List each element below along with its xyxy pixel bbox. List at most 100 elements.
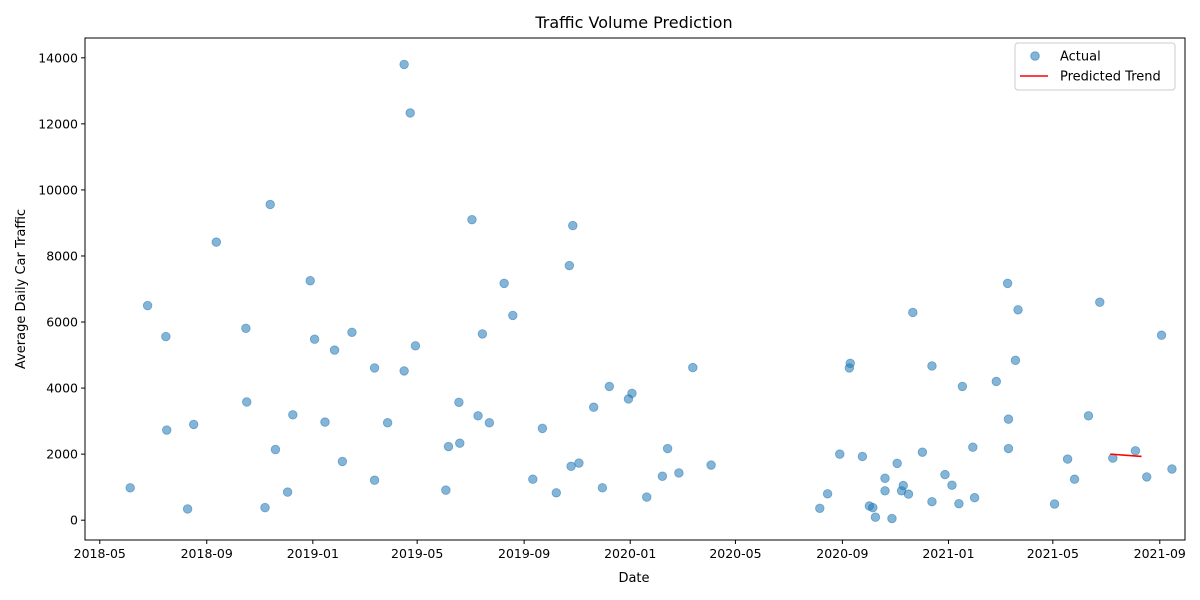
data-point — [551, 488, 562, 498]
data-point — [399, 366, 409, 376]
data-point — [1167, 464, 1177, 474]
x-tick-label: 2020-09 — [816, 546, 868, 561]
legend-marker-actual — [1030, 51, 1040, 61]
data-point — [125, 483, 135, 493]
data-point — [405, 108, 415, 118]
data-point — [1083, 411, 1094, 421]
x-tick-label: 2020-05 — [709, 546, 761, 561]
data-point — [162, 425, 172, 435]
data-point — [1003, 443, 1014, 454]
data-point — [845, 358, 855, 369]
data-point — [161, 331, 171, 342]
y-axis-title: Average Daily Car Traffic — [14, 209, 29, 369]
data-point — [441, 485, 451, 495]
data-point — [887, 513, 897, 524]
data-point — [142, 300, 153, 311]
y-tick-label: 2000 — [46, 447, 78, 462]
data-point — [305, 276, 315, 286]
data-point — [903, 489, 914, 499]
data-point — [566, 461, 576, 472]
data-point — [242, 397, 252, 407]
chart-title: Traffic Volume Prediction — [534, 13, 732, 32]
x-tick-label: 2021-01 — [922, 546, 974, 561]
data-point — [1130, 446, 1141, 456]
data-point — [857, 451, 868, 462]
legend-label: Predicted Trend — [1060, 70, 1161, 85]
y-tick-label: 8000 — [46, 248, 78, 263]
data-point — [917, 447, 928, 457]
data-point — [211, 237, 222, 247]
data-point — [954, 498, 964, 509]
data-point — [947, 480, 957, 490]
y-tick-label: 4000 — [46, 381, 78, 396]
data-point — [880, 486, 890, 496]
data-point — [564, 260, 575, 271]
data-point — [1002, 278, 1013, 289]
plot-area: 2018-05 2018-09 2019-01 2019-05 2019-09 2020-… — [38, 37, 1186, 561]
data-point — [657, 471, 668, 481]
data-point — [1095, 297, 1105, 307]
data-point — [706, 460, 716, 470]
data-point — [1010, 355, 1021, 366]
data-point — [588, 402, 599, 412]
data-point — [1049, 499, 1060, 509]
data-point — [182, 504, 193, 514]
y-tick-label: 10000 — [38, 182, 78, 197]
data-point — [473, 411, 483, 421]
data-point — [369, 363, 380, 373]
x-tick-label: 2018-09 — [181, 546, 233, 561]
data-point — [940, 469, 950, 480]
data-point — [1013, 305, 1023, 315]
data-point — [908, 307, 918, 318]
data-point — [880, 473, 890, 483]
data-point — [499, 278, 509, 289]
data-point — [968, 442, 978, 452]
data-point — [1156, 330, 1167, 340]
data-point — [662, 443, 673, 454]
x-axis-title: Date — [618, 571, 649, 586]
data-point — [927, 361, 937, 371]
data-point — [329, 345, 340, 355]
data-point — [382, 418, 393, 428]
x-tick-label: 2019-01 — [287, 546, 339, 561]
data-point — [957, 381, 968, 392]
data-point — [288, 410, 298, 420]
data-point — [991, 376, 1002, 387]
data-point — [835, 449, 845, 459]
data-point — [484, 418, 495, 428]
data-point — [454, 397, 464, 407]
data-point — [309, 334, 320, 344]
data-point — [455, 438, 465, 448]
data-point — [477, 329, 488, 339]
data-point — [443, 441, 454, 452]
data-point — [1003, 414, 1014, 424]
data-point — [815, 503, 825, 513]
data-point — [868, 502, 878, 513]
data-point — [537, 423, 548, 434]
data-point — [969, 493, 980, 503]
data-point — [927, 496, 937, 507]
data-point — [822, 489, 833, 499]
data-point — [574, 458, 584, 468]
data-point — [688, 362, 698, 373]
data-point — [1062, 454, 1073, 464]
data-point — [188, 419, 199, 430]
data-point — [1142, 472, 1152, 482]
data-point — [870, 512, 881, 522]
y-tick-label: 0 — [70, 513, 78, 528]
x-tick-label: 2021-09 — [1134, 546, 1186, 561]
legend-box — [1014, 42, 1176, 91]
data-point — [241, 323, 251, 334]
data-point — [467, 214, 477, 225]
data-point — [528, 474, 538, 484]
x-tick-label: 2019-05 — [391, 546, 443, 561]
y-tick-label: 14000 — [38, 50, 78, 65]
x-tick-label: 2020-01 — [604, 546, 656, 561]
data-point — [410, 341, 421, 351]
x-tick-label: 2019-09 — [498, 546, 550, 561]
data-point — [898, 480, 908, 491]
y-tick-label: 12000 — [38, 116, 78, 131]
data-point — [597, 483, 608, 493]
